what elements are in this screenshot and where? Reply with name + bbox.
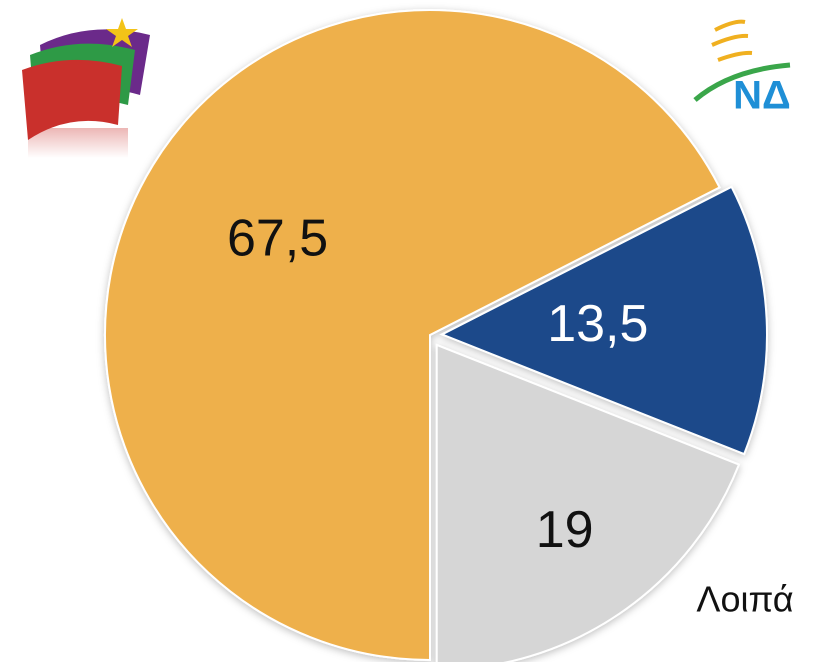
value-label: 19 (536, 501, 594, 559)
value-label: 13,5 (547, 295, 648, 353)
nd-logo (693, 19, 791, 102)
value-label: 67,5 (227, 209, 328, 267)
pie-slice (104, 9, 721, 662)
pie-slice (439, 185, 768, 456)
syriza-logo (22, 18, 150, 158)
nd-label: ΝΔ (733, 74, 791, 118)
pie-slice (435, 343, 741, 662)
pie (104, 9, 768, 662)
category-label: Λοιπά (696, 579, 793, 620)
